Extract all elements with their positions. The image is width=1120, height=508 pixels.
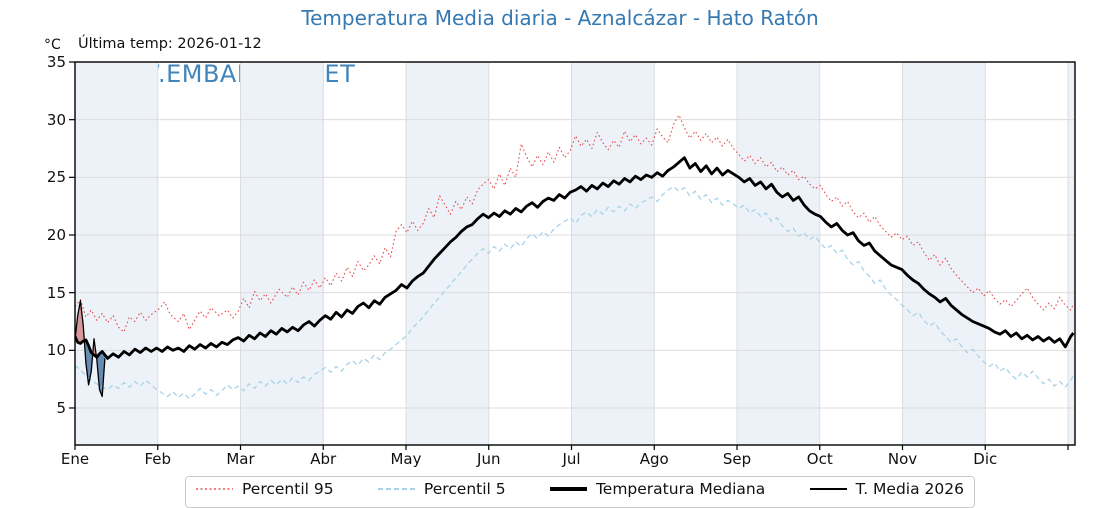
legend: Percentil 95 Percentil 5 Temperatura Media… <box>185 476 975 508</box>
legend-label: Percentil 95 <box>242 480 334 498</box>
legend-item-p5: Percentil 5 <box>377 480 506 504</box>
chart-title: Temperatura Media diaria - Aznalcázar - … <box>301 6 819 30</box>
fill-above-median-early-jan <box>75 300 85 344</box>
x-tick-label-mar: Mar <box>226 450 255 468</box>
legend-label: Percentil 5 <box>423 480 506 498</box>
series-temperatura-mediana <box>75 156 1075 360</box>
x-tick-label-feb: Feb <box>144 450 172 468</box>
x-tick-label-oct: Oct <box>806 450 833 468</box>
legend-label: Temperatura Mediana <box>595 480 766 498</box>
legend-item-p95: Percentil 95 <box>196 480 334 504</box>
legend-item-median: Temperatura Mediana <box>549 480 766 504</box>
x-tick-label-ago: Ago <box>639 450 669 468</box>
gridlines <box>75 62 1075 445</box>
legend-marker-p95 <box>196 488 233 490</box>
legend-item-t2026: T. Media 2026 <box>809 480 964 504</box>
legend-marker-p5 <box>377 488 415 490</box>
x-tick-label-ene: Ene <box>60 450 90 468</box>
last-temp-label: Última temp: 2026-01-12 <box>78 36 262 52</box>
x-tick-label-nov: Nov <box>887 450 918 468</box>
x-tick-label-abr: Abr <box>310 450 337 468</box>
y-tick-label-20: 20 <box>46 225 66 244</box>
fill-below-median-jan4-7 <box>84 339 94 385</box>
y-tick-label-15: 15 <box>46 283 66 302</box>
y-tick-label-30: 30 <box>46 110 66 129</box>
x-tick-label-dic: Dic <box>973 450 998 468</box>
series-lines <box>75 114 1075 400</box>
series-percentil-5 <box>75 185 1074 400</box>
x-tick-label-jul: Jul <box>562 450 581 468</box>
legend-label: T. Media 2026 <box>855 480 964 498</box>
y-tick-label-5: 5 <box>56 398 66 417</box>
x-tick-label-sep: Sep <box>722 450 752 468</box>
plot-border <box>74 61 1076 446</box>
legend-marker-median <box>549 487 587 491</box>
y-axis-unit-label: °C <box>44 37 61 53</box>
y-tick-label-25: 25 <box>46 168 66 187</box>
legend-marker-t2026 <box>809 488 847 490</box>
axis-ticks <box>69 61 1069 450</box>
anomaly-fills <box>75 300 105 397</box>
y-tick-label-10: 10 <box>46 341 66 360</box>
series-t-media-2026 <box>75 300 106 398</box>
y-tick-label-35: 35 <box>46 53 66 71</box>
x-tick-label-jun: Jun <box>477 450 501 468</box>
x-tick-label-may: May <box>390 450 422 468</box>
